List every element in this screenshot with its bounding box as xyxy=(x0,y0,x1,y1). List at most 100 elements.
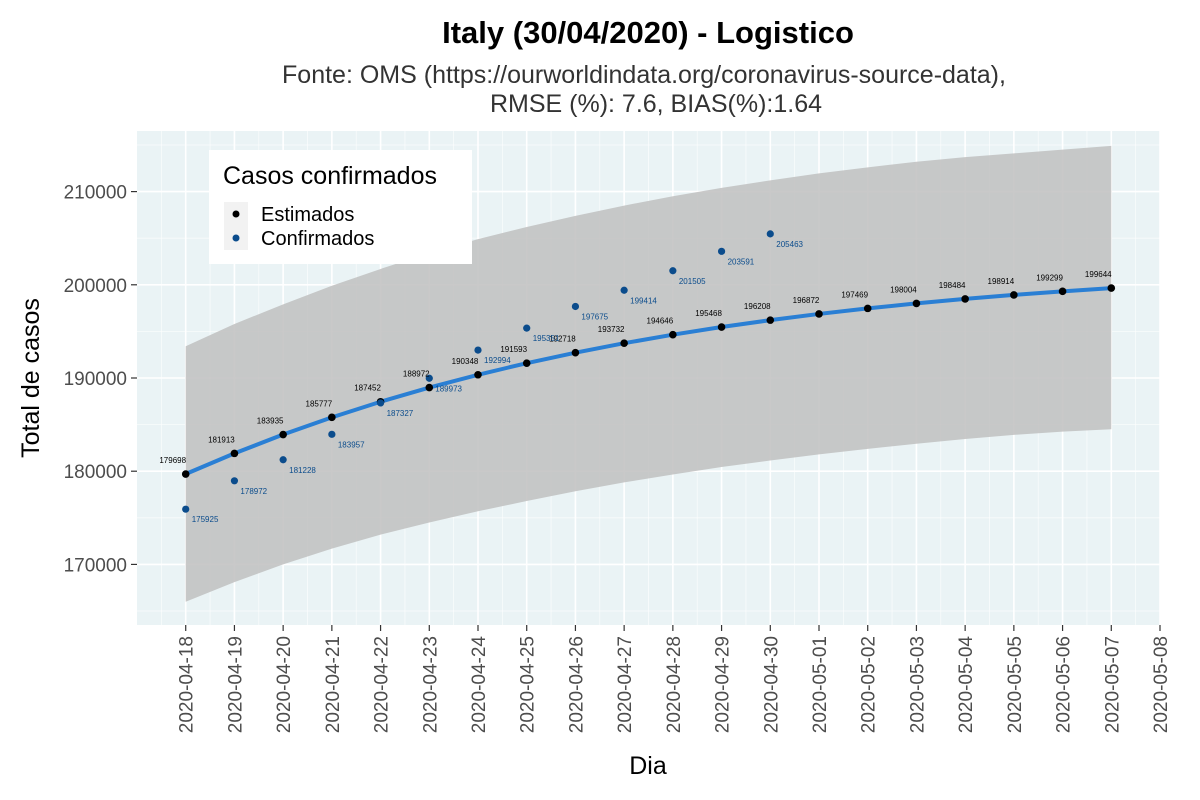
fit-line xyxy=(183,286,1114,477)
confirmed-value-label: 199414 xyxy=(630,296,657,305)
estimated-value-label: 193732 xyxy=(598,325,625,334)
legend-label-estimated: Estimados xyxy=(261,204,354,226)
confirmed-value-label: 205463 xyxy=(776,240,803,249)
estimated-value-label: 185777 xyxy=(306,399,333,408)
estimated-point xyxy=(863,304,872,313)
legend-title: Casos confirmados xyxy=(223,162,437,190)
x-tick-label: 2020-04-27 xyxy=(615,636,636,733)
chart-title: Italy (30/04/2020) - Logistico xyxy=(442,15,854,50)
estimated-point xyxy=(1058,287,1067,296)
estimated-point xyxy=(522,359,531,367)
estimated-value-label: 192718 xyxy=(549,335,576,344)
estimated-value-label: 190348 xyxy=(452,357,479,366)
confirmed-point xyxy=(766,230,774,238)
confirmed-point xyxy=(328,430,336,438)
estimated-labels: 179698 181913 183935 185777 187452 188972 1903… xyxy=(159,270,1112,465)
confirmed-value-label: 178972 xyxy=(240,487,267,496)
confirmed-point xyxy=(571,302,580,311)
estimated-value-label: 199644 xyxy=(1085,270,1112,279)
x-tick-label: 2020-04-25 xyxy=(518,636,539,733)
estimated-value-label: 197469 xyxy=(841,290,868,299)
confirmed-value-label: 189973 xyxy=(435,384,462,393)
y-tick-label: 180000 xyxy=(64,462,127,483)
estimated-value-label: 188972 xyxy=(403,370,430,379)
x-tick-label: 2020-04-28 xyxy=(664,636,685,733)
y-tick-label: 190000 xyxy=(64,369,127,390)
estimated-value-label: 183935 xyxy=(257,417,284,426)
y-axis: 170000 180000 190000 200000 210000 xyxy=(64,183,137,576)
x-tick-label: 2020-04-29 xyxy=(713,636,734,733)
x-tick-label: 2020-04-21 xyxy=(323,636,344,733)
y-tick-label: 210000 xyxy=(64,183,127,204)
x-tick-label: 2020-04-26 xyxy=(566,636,587,733)
x-axis-label: Dia xyxy=(629,752,667,780)
estimated-value-label: 198914 xyxy=(988,277,1015,286)
y-tick-label: 170000 xyxy=(64,555,127,576)
estimated-value-label: 179698 xyxy=(159,456,186,465)
estimated-point xyxy=(425,383,434,392)
x-tick-label: 2020-05-04 xyxy=(956,636,977,734)
estimated-points xyxy=(181,284,1116,478)
confirmed-point xyxy=(425,374,433,382)
chart-subtitle-line1: Fonte: OMS (https://ourworldindata.org/c… xyxy=(282,61,1006,89)
estimated-point xyxy=(717,323,726,331)
estimated-point xyxy=(669,330,677,339)
estimated-value-label: 191593 xyxy=(500,345,527,354)
confirmed-point xyxy=(474,346,482,354)
confirmed-point xyxy=(230,477,239,485)
confirmed-point xyxy=(523,324,531,332)
confirmed-labels: 175925 178972 181228 183957 187327 189973 1929… xyxy=(192,240,804,524)
estimated-value-label: 196872 xyxy=(793,296,820,305)
estimated-value-label: 196208 xyxy=(744,302,771,311)
legend-background xyxy=(209,150,472,264)
estimated-point xyxy=(912,299,921,308)
x-tick-label: 2020-05-02 xyxy=(859,636,880,733)
confirmed-point xyxy=(620,286,628,294)
confirmed-value-label: 201505 xyxy=(679,277,706,286)
x-tick-label: 2020-05-06 xyxy=(1054,636,1075,733)
x-tick-label: 2020-04-19 xyxy=(225,636,246,733)
x-tick-label: 2020-04-23 xyxy=(420,636,441,733)
confirmed-value-label: 187327 xyxy=(387,409,414,418)
confirmed-value-label: 181228 xyxy=(289,466,316,475)
estimated-point xyxy=(1107,284,1116,292)
estimated-value-label: 194646 xyxy=(647,317,674,326)
estimated-point xyxy=(620,339,628,348)
y-axis-label: Total de casos xyxy=(17,298,45,458)
x-tick-label: 2020-05-03 xyxy=(907,636,928,733)
estimated-value-label: 181913 xyxy=(208,435,235,444)
legend-label-confirmed: Confirmados xyxy=(261,228,374,250)
estimated-point xyxy=(815,310,823,318)
estimated-point xyxy=(328,413,336,422)
legend-dot-estimated xyxy=(232,210,240,218)
estimated-point xyxy=(230,449,239,458)
estimated-value-label: 198484 xyxy=(939,281,966,290)
estimated-point xyxy=(181,470,190,478)
confirmed-point xyxy=(669,267,677,275)
estimated-point xyxy=(766,316,775,324)
x-axis: 2020-04-18 2020-04-19 2020-04-20 2020-04-21… xyxy=(177,625,1172,733)
x-tick-label: 2020-05-08 xyxy=(1151,636,1172,733)
x-tick-label: 2020-04-22 xyxy=(372,636,393,733)
x-tick-label: 2020-05-05 xyxy=(1005,636,1026,733)
estimated-value-label: 195468 xyxy=(695,309,722,318)
estimated-value-label: 187452 xyxy=(354,384,381,393)
confirmed-value-label: 175925 xyxy=(192,515,219,524)
chart-subtitle-line2: RMSE (%): 7.6, BIAS(%):1.64 xyxy=(490,90,822,118)
x-tick-label: 2020-04-30 xyxy=(761,636,782,733)
confirmed-point xyxy=(376,399,385,407)
estimated-value-label: 198004 xyxy=(890,285,917,294)
legend: Casos confirmados Estimados Confirmados xyxy=(209,150,472,264)
confirmed-value-label: 183957 xyxy=(338,440,365,449)
x-tick-label: 2020-05-07 xyxy=(1102,636,1123,733)
x-tick-label: 2020-04-18 xyxy=(177,636,198,733)
estimated-point xyxy=(279,430,287,439)
estimated-point xyxy=(961,295,969,303)
estimated-point xyxy=(1010,291,1018,299)
estimated-value-label: 199299 xyxy=(1036,273,1063,282)
confirmed-point xyxy=(279,456,287,464)
confirmed-value-label: 203591 xyxy=(728,257,755,266)
confirmed-point xyxy=(717,247,726,255)
